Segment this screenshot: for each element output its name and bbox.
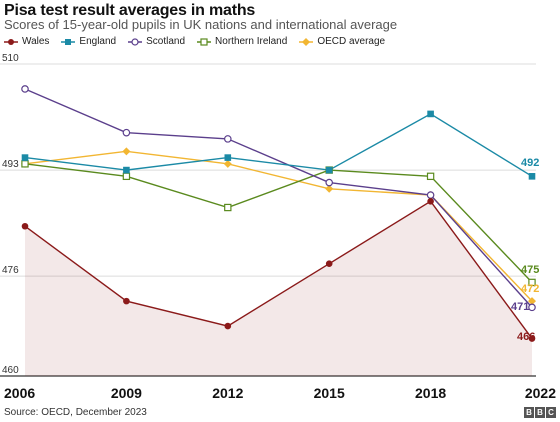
- series-line-1: [24, 113, 533, 177]
- end-label-2: 471: [511, 301, 529, 313]
- marker-2-1: [122, 128, 131, 137]
- series-area-0: [25, 201, 532, 376]
- x-tick-label-2012: 2012: [212, 385, 243, 401]
- legend-item-scotland: Scotland: [128, 36, 185, 47]
- x-tick-label-2018: 2018: [415, 385, 446, 401]
- legend-item-northern-ireland: Northern Ireland: [197, 36, 287, 47]
- end-label-3: 475: [521, 264, 539, 276]
- bbc-logo-block-3: C: [546, 407, 556, 418]
- end-label-4: 472: [521, 283, 539, 295]
- marker-2-5: [528, 303, 536, 312]
- marker-4-1: [122, 147, 131, 156]
- marker-3-2: [224, 203, 232, 212]
- y-tick-label-510: 510: [2, 53, 19, 64]
- bbc-logo-block-1: B: [524, 407, 534, 418]
- marker-0-3: [325, 260, 333, 267]
- legend-label-oecd-average: OECD average: [317, 36, 386, 47]
- legend-label-northern-ireland: Northern Ireland: [215, 36, 288, 47]
- marker-2-2: [224, 135, 232, 143]
- legend-label-scotland: Scotland: [146, 36, 186, 47]
- bbc-logo: B B C: [524, 407, 556, 418]
- marker-2-3: [325, 178, 334, 187]
- legend-marker-oecd-average: [299, 37, 314, 46]
- x-tick-label-2009: 2009: [111, 385, 142, 401]
- legend-marker-northern-ireland: [197, 37, 212, 46]
- marker-1-0: [21, 154, 29, 161]
- marker-4-5: [528, 297, 536, 306]
- legend-label-england: England: [79, 36, 117, 47]
- chart-title: Pisa test result averages in maths: [4, 2, 256, 19]
- marker-0-2: [224, 322, 232, 330]
- marker-1-3: [325, 166, 333, 174]
- marker-1-2: [224, 154, 232, 161]
- marker-3-4: [426, 172, 435, 181]
- legend-item-england: England: [61, 36, 116, 47]
- marker-3-0: [21, 160, 29, 168]
- marker-3-1: [122, 172, 131, 181]
- series-line-3: [24, 163, 533, 283]
- series-line-0: [24, 200, 533, 339]
- marker-1-4: [427, 110, 434, 118]
- chart-subtitle: Scores of 15-year-old pupils in UK natio…: [4, 17, 398, 32]
- x-tick-label-2006: 2006: [4, 385, 35, 401]
- end-label-0: 466: [517, 331, 535, 343]
- x-tick-label-2015: 2015: [314, 385, 345, 401]
- marker-3-5: [528, 278, 536, 287]
- legend-item-wales: Wales: [4, 36, 49, 47]
- marker-4-3: [325, 184, 334, 193]
- marker-0-0: [21, 222, 29, 230]
- marker-0-4: [427, 197, 434, 205]
- x-tick-label-2022: 2022: [525, 385, 556, 401]
- marker-2-4: [426, 191, 435, 199]
- series-line-2: [24, 88, 533, 308]
- source-note: Source: OECD, December 2023: [4, 407, 147, 418]
- marker-1-5: [528, 173, 536, 180]
- end-label-1: 492: [521, 157, 539, 169]
- legend-marker-england: [61, 38, 76, 45]
- bbc-logo-block-2: B: [535, 407, 545, 418]
- marker-0-1: [123, 297, 130, 305]
- legend-item-oecd-average: OECD average: [299, 36, 385, 47]
- line-chart: 460 476 493 510 466 492 471 475 472 2006 2009 2012 2…: [0, 53, 556, 401]
- marker-0-5: [528, 335, 536, 342]
- y-tick-label-460: 460: [2, 365, 19, 376]
- marker-1-1: [123, 166, 130, 174]
- legend-marker-wales: [4, 38, 18, 45]
- legend-label-wales: Wales: [22, 36, 50, 47]
- legend: Wales England Scotland Northern Ireland …: [4, 36, 385, 47]
- marker-2-0: [21, 85, 29, 93]
- y-tick-label-493: 493: [2, 159, 19, 170]
- marker-4-2: [223, 159, 232, 168]
- legend-marker-scotland: [128, 37, 143, 46]
- y-tick-label-476: 476: [2, 265, 19, 276]
